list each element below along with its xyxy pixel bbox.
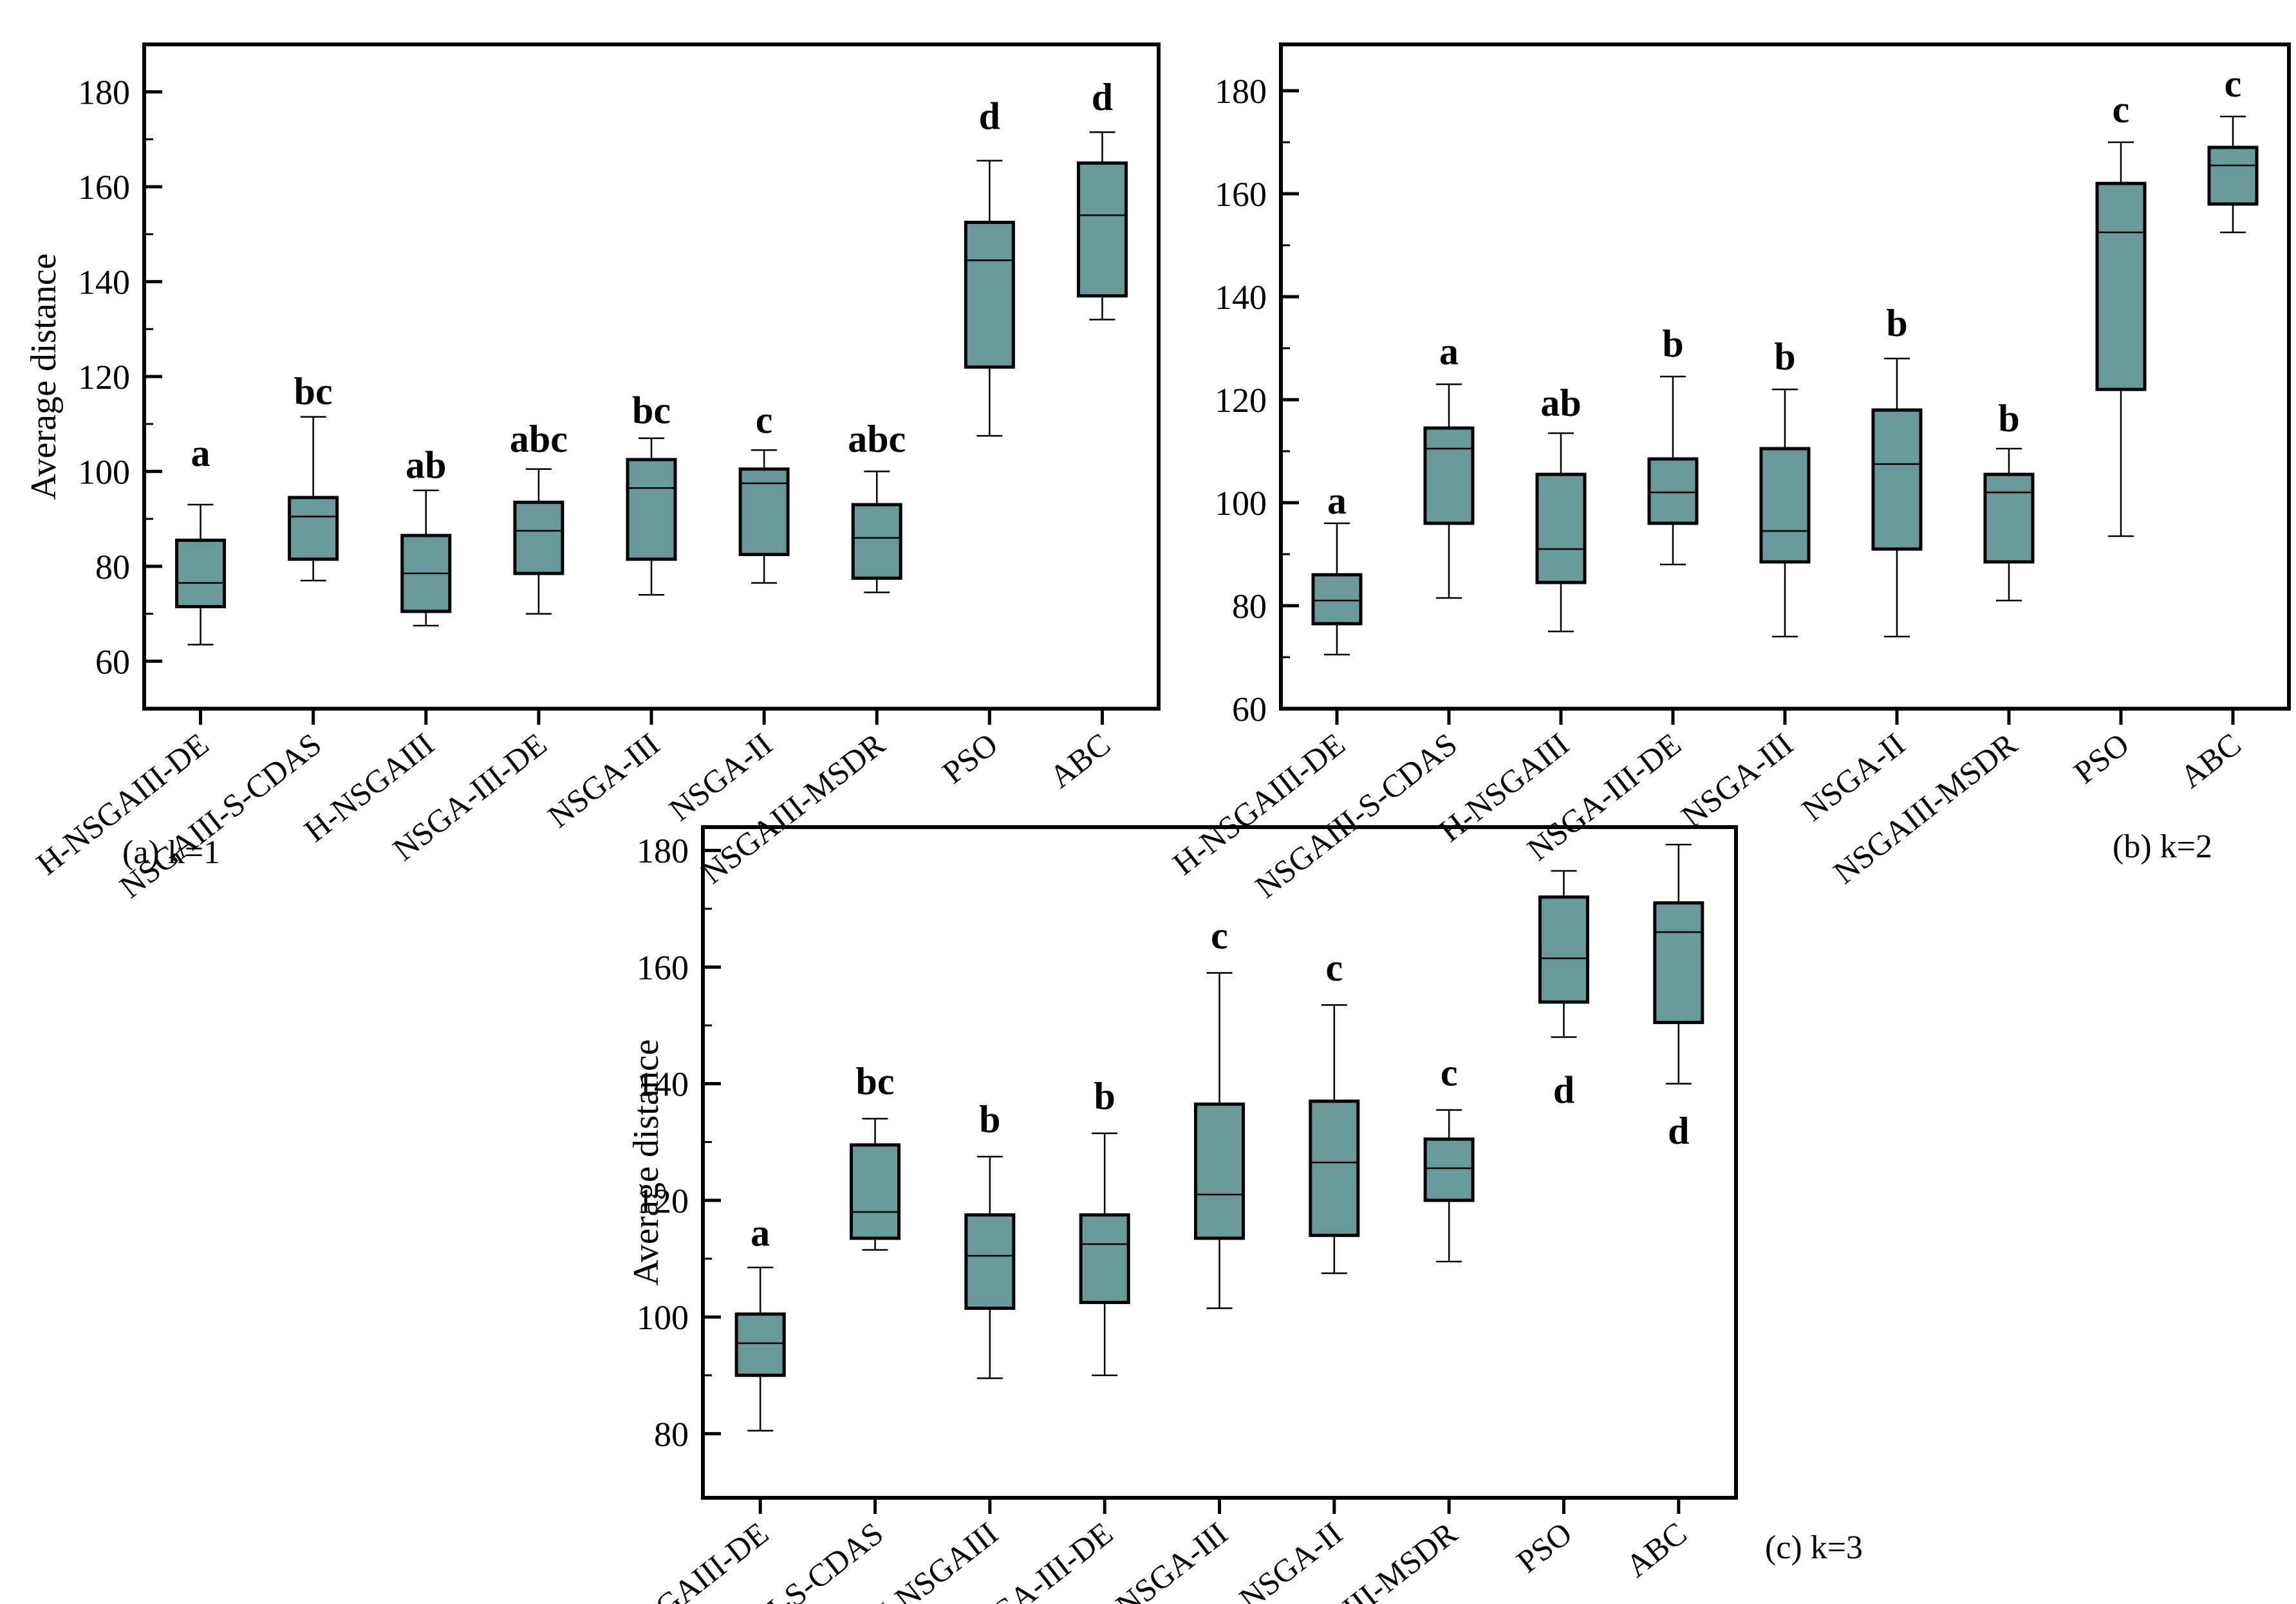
- panel-c-category-label: PSO: [1510, 1515, 1579, 1580]
- panel-a-category-label: NSGAIII-S-CDAS: [113, 726, 328, 905]
- panel-a-box-PSO: [964, 220, 1015, 369]
- panel-c-significance-letter: c: [1326, 946, 1343, 989]
- panel-a-significance-letter: d: [979, 95, 1000, 138]
- y-axis-title-panel-a: Average distance: [24, 253, 64, 500]
- panel-c-box-ABC: [1653, 901, 1704, 1025]
- panel-b-category-label: ABC: [2173, 726, 2247, 795]
- panel-b-significance-letter: ab: [1540, 382, 1581, 424]
- panel-c-significance-letter: b: [979, 1098, 1000, 1141]
- panel-c-significance-letter: d: [1668, 1110, 1689, 1152]
- panel-a-significance-letter: abc: [510, 418, 568, 460]
- panel-b-box-ABC: [2207, 145, 2259, 206]
- panel-c-y-tick-label: 100: [637, 1298, 689, 1337]
- panel-a-frame: [142, 42, 1161, 711]
- panel-a-significance-letter: ab: [406, 443, 446, 486]
- panel-a-y-tick-label: 180: [78, 73, 130, 112]
- panel-a-y-tick-label: 140: [78, 263, 130, 302]
- panel-c-caption: (c) k=3: [1765, 1529, 1863, 1566]
- panel-b-category-label: PSO: [2067, 726, 2136, 791]
- panel-c-significance-letter: b: [1094, 1075, 1115, 1117]
- panel-b-significance-letter: b: [1774, 335, 1795, 378]
- panel-a-box-NSGA-II: [738, 467, 790, 556]
- panel-a-y-tick-label: 120: [78, 358, 130, 396]
- panel-a-significance-letter: c: [756, 398, 773, 441]
- panel-b-box-NSGA-II: [1871, 408, 1923, 551]
- panel-c-category-label: ABC: [1619, 1515, 1693, 1584]
- panel-b-significance-letter: b: [1886, 302, 1907, 344]
- panel-a-significance-letter: bc: [294, 370, 333, 413]
- panel-a-box-NSGA-III-DE: [513, 500, 565, 575]
- panel-b-y-tick-label: 80: [1232, 587, 1267, 626]
- panel-b-box-H-NSGAIII-DE: [1311, 573, 1363, 626]
- panel-c-significance-letter: a: [751, 1212, 770, 1254]
- panel-a-category-label: NSGA-III: [541, 726, 666, 835]
- panel-a-category-label: ABC: [1043, 726, 1117, 795]
- panel-b-y-tick-label: 180: [1215, 72, 1267, 111]
- panel-b-box-NSGA-III: [1759, 447, 1811, 564]
- panel-b-significance-letter: b: [1662, 322, 1683, 365]
- panel-c-y-tick-label: 180: [637, 832, 689, 870]
- panel-c-significance-letter: c: [1211, 915, 1228, 957]
- panel-a-box-H-NSGAIII-DE: [175, 538, 227, 609]
- panel-a-significance-letter: bc: [632, 389, 671, 432]
- panel-b-box-NSGAIII-S-CDAS: [1423, 426, 1475, 525]
- panel-c-box-NSGAIII-S-CDAS: [850, 1143, 901, 1240]
- panel-a-box-NSGAIII-MSDR: [851, 503, 902, 580]
- panel-a-significance-letter: d: [1092, 76, 1113, 118]
- panel-c-y-tick-label: 80: [654, 1415, 689, 1453]
- panel-b-box-NSGAIII-MSDR: [1983, 472, 2035, 564]
- panel-c-box-NSGAIII-MSDR: [1423, 1137, 1475, 1202]
- panel-b-significance-letter: a: [1327, 480, 1347, 522]
- panel-b-y-tick-label: 160: [1215, 175, 1267, 214]
- panel-a-box-NSGA-III: [626, 458, 677, 561]
- panel-c-category-label: NSGA-III: [1109, 1515, 1234, 1604]
- panel-a-y-tick-label: 80: [95, 548, 130, 586]
- panel-b-y-tick-label: 140: [1215, 278, 1267, 317]
- panel-a-y-tick-label: 160: [78, 168, 130, 207]
- y-axis-title-panel-c: Average distance: [626, 1039, 666, 1286]
- panel-c-box-H-NSGAIII: [964, 1213, 1016, 1310]
- panel-c-box-NSGA-III-DE: [1079, 1213, 1130, 1304]
- panel-b-significance-letter: c: [2113, 88, 2130, 131]
- panel-c-frame: [701, 825, 1738, 1500]
- panel-b-y-tick-label: 120: [1215, 381, 1267, 420]
- panel-a-caption: (a) k=1: [122, 834, 221, 871]
- panel-a-y-tick-label: 100: [78, 452, 130, 491]
- panel-b-significance-letter: a: [1439, 330, 1459, 373]
- panel-a-category-label: NSGAIII-MSDR: [695, 725, 891, 891]
- panel-b-box-NSGA-III-DE: [1647, 457, 1699, 525]
- panel-c-box-H-NSGAIII-DE: [734, 1312, 786, 1377]
- panel-b-y-tick-label: 100: [1215, 484, 1267, 523]
- panel-b-significance-letter: b: [1998, 397, 2019, 440]
- panel-c-y-tick-label: 120: [637, 1182, 689, 1220]
- panel-b-caption: (b) k=2: [2113, 828, 2212, 865]
- panel-a-box-NSGAIII-S-CDAS: [288, 496, 339, 561]
- panel-c-category-label: H-NSGAIII-DE: [590, 1515, 775, 1604]
- panel-c-significance-letter: c: [1441, 1052, 1458, 1094]
- panel-a-y-tick-label: 60: [95, 642, 130, 681]
- panel-a-significance-letter: a: [191, 432, 210, 474]
- panel-c-box-NSGA-III: [1194, 1102, 1245, 1240]
- panel-a-significance-letter: abc: [848, 418, 906, 460]
- panel-a-box-ABC: [1076, 161, 1128, 298]
- panel-b-category-label: NSGAIII-MSDR: [1827, 725, 2024, 891]
- panel-b-box-H-NSGAIII: [1535, 472, 1587, 584]
- panel-c-category-label: H-NSGAIII: [861, 1515, 1005, 1604]
- panel-c-significance-letter: bc: [856, 1060, 895, 1103]
- panel-b-frame: [1279, 42, 2291, 711]
- panel-c-category-label: NSGA-II: [1232, 1515, 1349, 1604]
- panel-c-y-tick-label: 140: [637, 1065, 689, 1104]
- panel-b-category-label: NSGA-III: [1675, 726, 1800, 835]
- panel-c-box-PSO: [1538, 895, 1589, 1004]
- panel-b-box-PSO: [2095, 182, 2147, 391]
- panel-b-category-label: NSGAIII-S-CDAS: [1248, 726, 1463, 905]
- panel-c-box-NSGA-II: [1309, 1099, 1360, 1237]
- panel-b-y-tick-label: 60: [1232, 690, 1267, 729]
- panel-c-y-tick-label: 160: [637, 948, 689, 987]
- panel-b-significance-letter: c: [2225, 62, 2242, 105]
- panel-c-significance-letter: d: [1553, 1069, 1574, 1112]
- panel-a-category-label: PSO: [935, 726, 1004, 791]
